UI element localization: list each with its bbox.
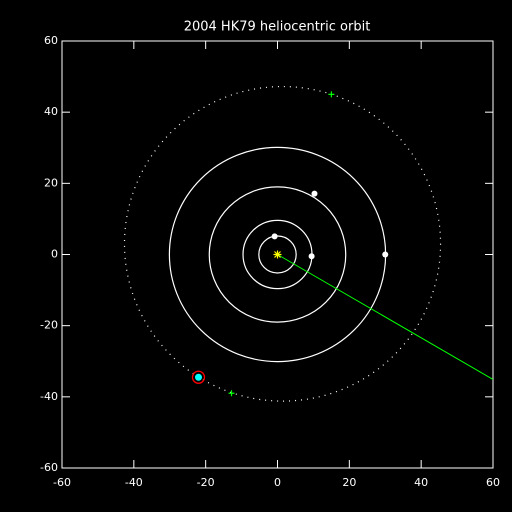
y-tick-label: 60: [44, 34, 58, 47]
cross-marker: [328, 91, 335, 98]
x-tick-label: 60: [486, 476, 500, 489]
x-tick-label: -20: [197, 476, 215, 489]
y-tick-label: 0: [51, 248, 58, 261]
object-orbit: [123, 85, 442, 402]
x-tick-label: -40: [125, 476, 143, 489]
y-tick-label: -40: [40, 390, 58, 403]
x-tick-label: 40: [414, 476, 428, 489]
cross-marker: [228, 390, 235, 397]
planet: [382, 251, 389, 258]
y-tick-label: -60: [40, 461, 58, 474]
x-tick-label: 20: [342, 476, 356, 489]
object-ring: [191, 370, 206, 384]
y-tick-label: -20: [40, 319, 58, 332]
x-tick-label: -60: [53, 476, 71, 489]
object: [194, 373, 202, 381]
y-tick-label: 40: [44, 105, 58, 118]
x-tick-label: 0: [274, 476, 281, 489]
y-tick-label: 20: [44, 176, 58, 189]
sightline: [277, 254, 494, 380]
planet: [271, 233, 278, 240]
sun: [273, 250, 282, 259]
planet: [311, 190, 318, 197]
planet: [308, 253, 315, 260]
chart-title: 2004 HK79 heliocentric orbit: [184, 20, 371, 35]
planet-orbit: [208, 186, 347, 323]
